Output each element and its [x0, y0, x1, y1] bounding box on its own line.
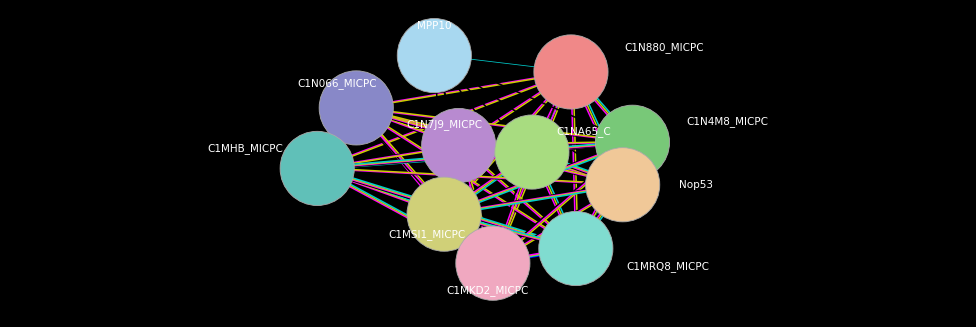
Text: C1MKD2_MICPC: C1MKD2_MICPC	[447, 285, 529, 297]
Text: C1NA65_C: C1NA65_C	[556, 126, 611, 137]
Ellipse shape	[407, 177, 481, 251]
Ellipse shape	[456, 226, 530, 300]
Ellipse shape	[539, 212, 613, 285]
Text: C1MHB_MICPC: C1MHB_MICPC	[207, 143, 283, 154]
Ellipse shape	[397, 19, 471, 93]
Text: C1MSI1_MICPC: C1MSI1_MICPC	[387, 229, 466, 240]
Text: C1N066_MICPC: C1N066_MICPC	[297, 78, 377, 89]
Ellipse shape	[595, 105, 670, 179]
Ellipse shape	[280, 131, 354, 205]
Ellipse shape	[422, 109, 496, 182]
Text: C1N4M8_MICPC: C1N4M8_MICPC	[686, 116, 768, 128]
Text: C1N7J9_MICPC: C1N7J9_MICPC	[406, 119, 482, 130]
Ellipse shape	[534, 35, 608, 109]
Ellipse shape	[319, 71, 393, 145]
Text: Nop53: Nop53	[679, 180, 713, 190]
Ellipse shape	[586, 148, 660, 222]
Text: C1N880_MICPC: C1N880_MICPC	[625, 42, 705, 53]
Text: MPP10: MPP10	[417, 21, 452, 31]
Text: C1MRQ8_MICPC: C1MRQ8_MICPC	[627, 261, 710, 272]
Ellipse shape	[495, 115, 569, 189]
